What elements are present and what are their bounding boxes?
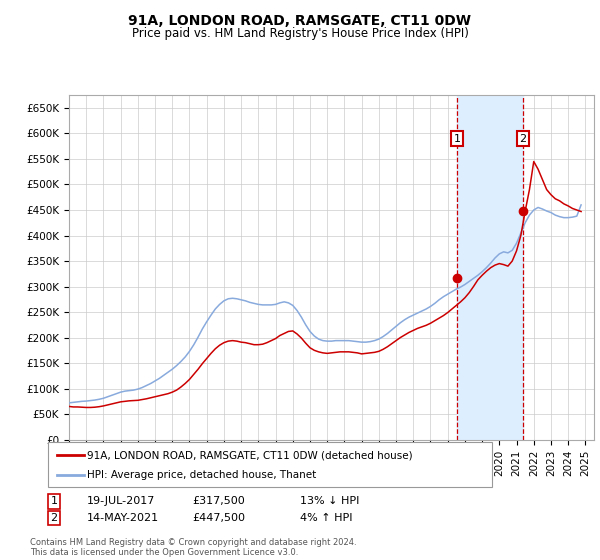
Text: 13% ↓ HPI: 13% ↓ HPI — [300, 496, 359, 506]
Text: 2: 2 — [50, 513, 58, 523]
Text: Price paid vs. HM Land Registry's House Price Index (HPI): Price paid vs. HM Land Registry's House … — [131, 27, 469, 40]
Text: 2: 2 — [520, 134, 526, 143]
Text: 91A, LONDON ROAD, RAMSGATE, CT11 0DW (detached house): 91A, LONDON ROAD, RAMSGATE, CT11 0DW (de… — [87, 450, 413, 460]
Text: £447,500: £447,500 — [192, 513, 245, 523]
Text: 91A, LONDON ROAD, RAMSGATE, CT11 0DW: 91A, LONDON ROAD, RAMSGATE, CT11 0DW — [128, 14, 472, 28]
Text: 1: 1 — [454, 134, 460, 143]
Text: 4% ↑ HPI: 4% ↑ HPI — [300, 513, 353, 523]
Text: 1: 1 — [50, 496, 58, 506]
Text: Contains HM Land Registry data © Crown copyright and database right 2024.
This d: Contains HM Land Registry data © Crown c… — [30, 538, 356, 557]
Text: £317,500: £317,500 — [192, 496, 245, 506]
Bar — [457, 95, 523, 440]
Text: 14-MAY-2021: 14-MAY-2021 — [87, 513, 159, 523]
Text: HPI: Average price, detached house, Thanet: HPI: Average price, detached house, Than… — [87, 470, 316, 480]
Text: 19-JUL-2017: 19-JUL-2017 — [87, 496, 155, 506]
